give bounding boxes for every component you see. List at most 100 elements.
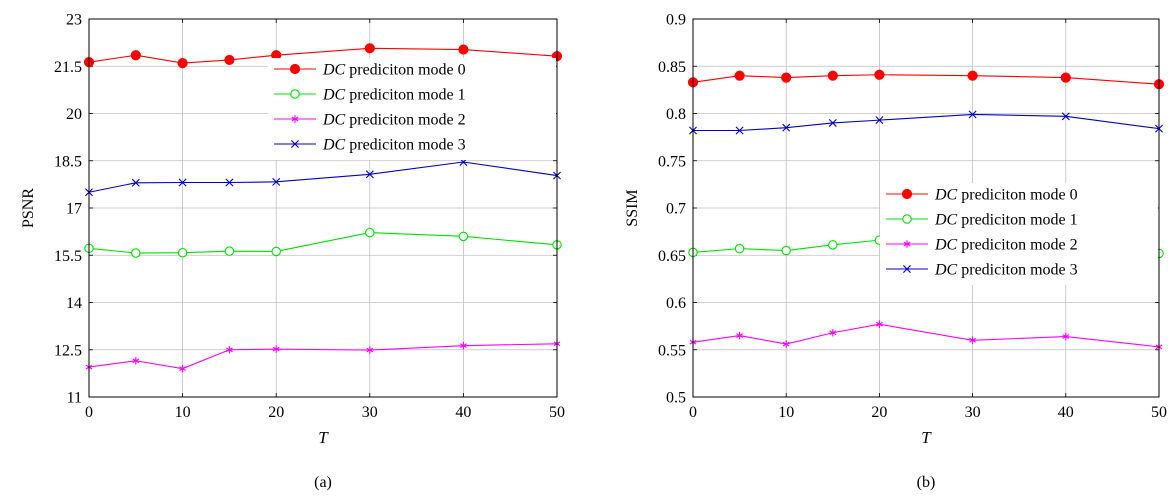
series-line [692,74,1160,85]
data-point [130,50,141,61]
panel-caption: (a) [314,474,332,491]
data-point [271,246,281,257]
legend-box [880,183,1158,285]
series-line [692,323,1160,348]
plot-frame [692,18,1160,398]
data-point [366,346,374,354]
y-tick-label: 0.75 [658,153,686,170]
x-tick-label: 0 [689,404,697,421]
y-tick-label: 0.6 [666,295,686,312]
legend: DC prediciton mode 0 DC prediciton mode 1… [268,58,556,160]
data-point [225,178,234,187]
data-point [1062,332,1070,341]
data-point [734,70,745,81]
x-tick-label: 30 [965,404,981,421]
legend-label: DC prediciton mode 1 [322,87,466,104]
data-point [364,43,375,54]
data-point [874,69,885,80]
data-point [224,246,235,256]
legend-label: DC prediciton mode 0 [934,187,1078,204]
series-line [88,232,558,254]
legend-marker [289,63,301,75]
legend-label: DC prediciton mode 0 [322,62,466,79]
x-tick-label: 40 [455,404,471,421]
data-point [735,126,744,135]
data-point [177,247,188,258]
data-point [272,345,280,353]
data-point [782,123,791,132]
data-point [875,116,884,125]
legend-label: DC prediciton mode 3 [322,137,466,154]
series-line [88,161,558,193]
y-axis-label: PSNR [20,188,37,228]
legend-box [268,58,556,160]
legend-marker [901,188,913,200]
series-line [693,113,1160,132]
legend-marker [291,140,299,148]
y-tick-label: 15.5 [54,248,82,265]
data-point [969,336,977,345]
x-tick-label: 20 [871,404,887,421]
data-point [829,328,837,337]
legend-label: DC prediciton mode 2 [934,237,1078,254]
legend-marker [903,265,911,273]
x-tick-label: 10 [778,404,794,421]
legend-marker [903,240,911,248]
data-point [224,54,235,66]
data-point [1061,112,1070,121]
data-point [1060,72,1071,83]
x-tick-label: 30 [362,404,378,421]
data-point [827,70,838,81]
data-point [458,231,469,242]
x-tick-label: 10 [175,404,191,421]
x-tick-label: 40 [1058,404,1074,421]
data-point [365,170,374,179]
legend-marker [902,214,912,224]
data-point [875,320,883,329]
y-tick-label: 18.5 [54,153,82,170]
data-point [967,70,978,81]
data-point [131,248,141,258]
data-point [828,240,838,250]
legend-marker [291,115,299,123]
data-point [177,58,188,69]
data-point [828,118,837,127]
series-line [88,343,558,370]
panel-caption: (b) [917,474,936,491]
y-tick-label: 0.9 [666,12,686,29]
data-point [458,44,469,55]
y-tick-label: 0.65 [658,248,686,265]
y-tick-label: 0.7 [666,201,686,218]
y-tick-label: 0.55 [658,342,686,359]
y-tick-label: 0.85 [658,59,686,76]
legend: DC prediciton mode 0 DC prediciton mode 1… [880,183,1158,285]
x-tick-label: 0 [85,404,93,421]
data-point [781,72,792,83]
data-point [782,340,790,348]
series-line [88,47,558,64]
data-point [736,331,744,340]
data-point [132,356,140,365]
y-tick-label: 0.8 [666,106,686,123]
y-axis-label: SSIM [624,189,641,226]
y-tick-label: 17 [66,201,82,218]
data-point [225,345,233,354]
y-tick-label: 21.5 [54,59,82,76]
legend-label: DC prediciton mode 1 [934,212,1078,229]
y-tick-label: 12.5 [54,342,82,359]
legend-label: DC prediciton mode 2 [322,112,466,129]
x-axis-label: T [921,428,932,447]
data-point [734,243,745,254]
y-tick-label: 0.5 [666,390,686,407]
y-tick-label: 20 [66,106,82,123]
data-point [968,110,977,119]
data-point [365,227,375,238]
legend-label: DC prediciton mode 3 [934,262,1078,279]
x-tick-label: 50 [1151,404,1167,421]
plot-frame [88,18,558,398]
data-point [178,178,187,187]
legend-marker [290,89,300,99]
data-point [272,177,281,186]
y-tick-label: 11 [67,390,82,407]
